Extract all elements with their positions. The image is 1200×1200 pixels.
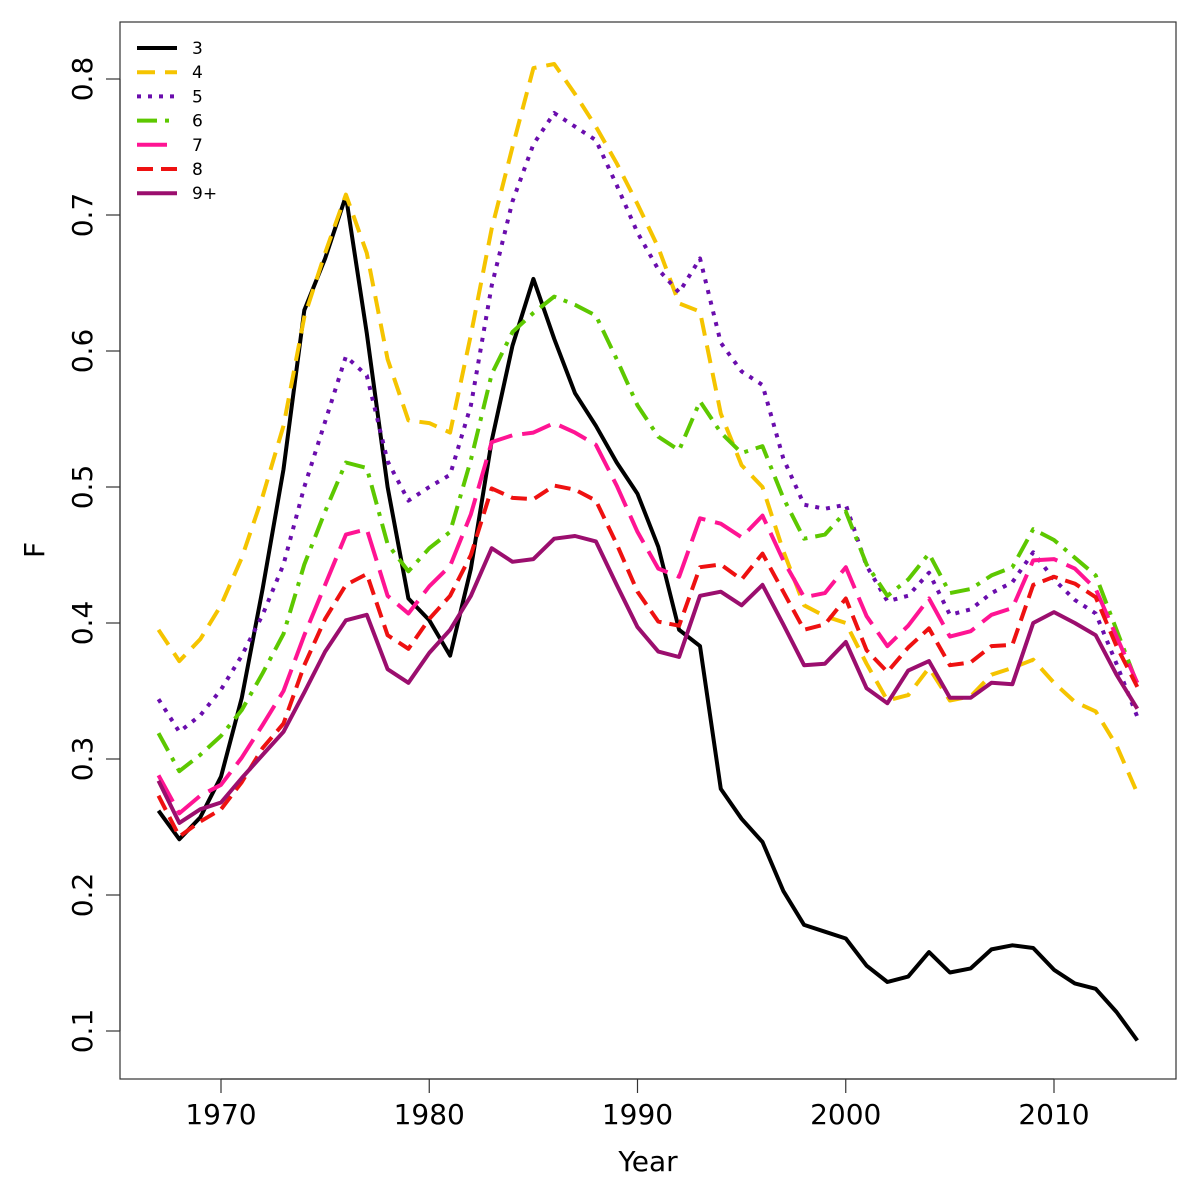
legend: 3 4 5 6 7 8 9+ xyxy=(137,39,217,204)
y-tick-label: 0.7 xyxy=(66,193,99,238)
x-tick-label: 1980 xyxy=(394,1098,465,1131)
x-axis: 1970 1980 1990 2000 2010 xyxy=(185,1078,1090,1131)
legend-label-3: 5 xyxy=(192,87,203,107)
y-tick-label: 0.4 xyxy=(66,601,99,646)
y-tick-label: 0.2 xyxy=(66,873,99,918)
legend-label-6: 8 xyxy=(192,160,203,180)
x-axis-title: Year xyxy=(617,1145,678,1178)
x-tick-label: 2000 xyxy=(810,1098,881,1131)
legend-label-7: 9+ xyxy=(192,184,217,204)
series-line-5 xyxy=(156,421,1140,816)
series-line-2 xyxy=(156,62,1140,794)
legend-label-5: 7 xyxy=(192,136,203,156)
series-line-4 xyxy=(156,294,1140,774)
y-axis-title: F xyxy=(18,542,51,558)
series-line-6 xyxy=(156,483,1140,839)
legend-label-2: 4 xyxy=(192,63,203,83)
legend-label-4: 6 xyxy=(192,112,203,132)
y-tick-label: 0.6 xyxy=(66,329,99,374)
x-tick-label: 1990 xyxy=(602,1098,673,1131)
x-tick-label: 2010 xyxy=(1018,1098,1089,1131)
series-line-7 xyxy=(156,534,1140,825)
y-tick-label: 0.5 xyxy=(66,465,99,510)
y-tick-label: 0.1 xyxy=(66,1009,99,1054)
legend-label-1: 3 xyxy=(192,39,203,59)
y-axis: 0.1 0.2 0.3 0.4 0.5 0.6 0.7 0.8 xyxy=(66,57,121,1054)
y-tick-label: 0.8 xyxy=(66,57,99,102)
x-tick-label: 1970 xyxy=(185,1098,256,1131)
y-tick-label: 0.3 xyxy=(66,737,99,782)
series-line-3 xyxy=(156,111,1140,734)
series-layer xyxy=(156,62,1140,1042)
